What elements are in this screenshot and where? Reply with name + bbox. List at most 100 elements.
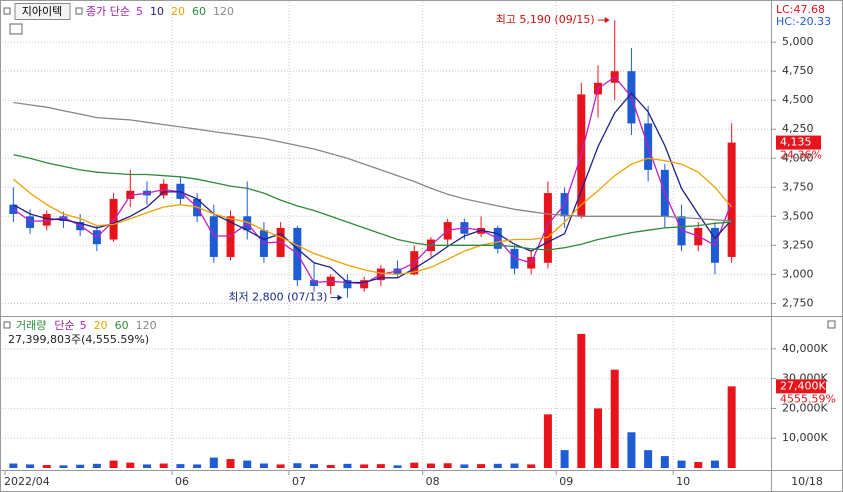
y-tick-label: 3,500 [782, 209, 814, 222]
volume-bar [376, 464, 385, 468]
stock-button[interactable] [14, 3, 71, 20]
ma-line [12, 157, 733, 276]
grid-icon[interactable] [9, 23, 23, 35]
legend-entry: 120 [136, 319, 157, 332]
x-tick-label: 09 [559, 475, 573, 488]
volume-bar [26, 464, 35, 468]
volume-bar [510, 463, 519, 468]
ma-line [13, 101, 732, 222]
volume-bar [310, 464, 319, 468]
x-tick-label: 06 [175, 475, 189, 488]
volume-bar [477, 464, 486, 468]
y-tick-label: 5,000 [782, 35, 814, 48]
low-annotation: 최저 2,800 (07/13) [228, 291, 327, 304]
volume-bar [76, 464, 85, 468]
hc-label: HC:-20.33 [776, 15, 831, 28]
volume-bar [259, 463, 268, 468]
legend-entry: 5 [80, 319, 87, 332]
y-tick-label: 4,250 [782, 122, 814, 135]
legend-entry: 60 [192, 5, 206, 18]
legend-entry: 10 [150, 5, 164, 18]
volume-bar [527, 464, 536, 468]
volume-bar [627, 432, 636, 468]
volume-bar [393, 465, 402, 468]
change-label: 24.36% [780, 149, 822, 162]
volume-info: 27,399,803주(4,555.59%) [8, 333, 149, 346]
collapse-icon[interactable] [3, 7, 11, 15]
volume-bar [193, 464, 202, 468]
y-tick-label: 3,750 [782, 180, 814, 193]
volume-bar [126, 462, 135, 468]
volume-bar [694, 462, 703, 468]
legend-entry: 60 [115, 319, 129, 332]
volume-bar [209, 457, 218, 468]
volume-bar [644, 450, 653, 468]
volume-bar [610, 369, 619, 468]
lc-label: LC:47.68 [776, 3, 825, 16]
y-tick-label: 4,000 [782, 151, 814, 164]
candle-body [59, 216, 68, 221]
volume-bar [560, 450, 569, 468]
candle-body [109, 198, 118, 240]
volume-title: 거래량 [16, 319, 46, 332]
volume-icon [3, 321, 11, 329]
volume-bar [727, 386, 736, 468]
ma-line [13, 92, 733, 284]
volume-bar [360, 464, 369, 468]
x-tick-label: 2022/04 [4, 475, 50, 488]
y-tick-label: 2,750 [782, 296, 814, 309]
volume-bar [493, 463, 502, 468]
volume-bar [460, 464, 469, 468]
ma-line [13, 154, 732, 251]
candle-body [26, 216, 35, 228]
legend-entry: 20 [94, 319, 108, 332]
high-annotation: 최고 5,190 (09/15) [496, 13, 595, 26]
volume-bar [660, 456, 669, 468]
x-tick-label: 07 [292, 475, 306, 488]
legend-icon [75, 7, 83, 15]
y-tick-label: 4,500 [782, 93, 814, 106]
legend-entry: 5 [136, 5, 143, 18]
candle-body [9, 204, 18, 214]
volume-bar [42, 465, 51, 468]
volume-bar [176, 464, 185, 468]
candle-body [343, 280, 352, 289]
annotation-arrowhead [604, 17, 610, 24]
legend-title: 단순 [54, 319, 74, 332]
volume-bar [710, 460, 719, 468]
annotation-arrowhead [337, 294, 343, 301]
candle-body [42, 213, 51, 226]
candle-body [727, 142, 736, 257]
volume-bar [243, 460, 252, 468]
volume-bar [226, 459, 235, 468]
last-volume-label: 27,400K [780, 379, 826, 392]
volume-bar [326, 465, 335, 468]
y-tick-label: 20,000K [782, 401, 828, 414]
volume-bar [59, 465, 68, 468]
volume-bar [9, 463, 18, 468]
y-tick-label: 4,750 [782, 64, 814, 77]
volume-bar [410, 462, 419, 468]
x-tick-label: 10 [676, 475, 690, 488]
last-price-label: 4,135 [780, 136, 812, 149]
y-tick-label: 40,000K [782, 342, 828, 355]
legend-title: 종가 단순 [86, 5, 130, 18]
volume-bar [443, 463, 452, 468]
stock-name[interactable]: 지아이텍 [22, 5, 62, 18]
last-volume-box [776, 379, 826, 394]
legend-entry: 120 [213, 5, 234, 18]
last-price-box [776, 135, 821, 150]
volume-bar [577, 333, 586, 468]
volume-bar [142, 464, 151, 468]
volume-bar [293, 463, 302, 468]
y-tick-label: 3,250 [782, 238, 814, 251]
candle-body [543, 193, 552, 263]
volume-bar [594, 408, 603, 468]
volume-bar [92, 463, 101, 468]
x-tick-label: 08 [426, 475, 440, 488]
pane-icon[interactable] [827, 320, 836, 329]
volume-bar [677, 460, 686, 468]
volume-bar [343, 463, 352, 468]
